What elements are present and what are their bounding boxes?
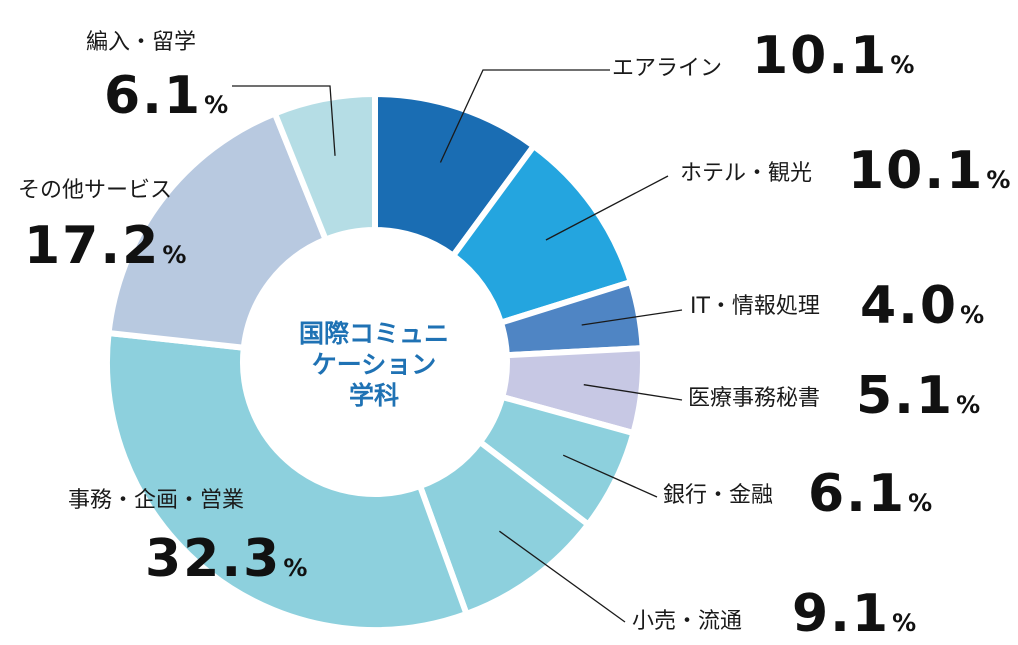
label-airline: エアライン bbox=[612, 56, 723, 81]
label-other-service: その他サービス bbox=[18, 178, 173, 203]
value-medical-unit: % bbox=[956, 391, 981, 419]
leader-line-transfer-study-abroad bbox=[232, 85, 336, 156]
chart-center-title: 国際コミュニ ケーション 学科 bbox=[269, 318, 479, 411]
label-hotel: ホテル・観光 bbox=[680, 161, 813, 186]
value-other-service-unit: % bbox=[162, 241, 187, 269]
value-bank-unit: % bbox=[908, 489, 933, 517]
label-retail: 小売・流通 bbox=[632, 609, 743, 634]
value-it-number: 4.0 bbox=[860, 276, 959, 336]
label-office: 事務・企画・営業 bbox=[68, 488, 245, 513]
value-hotel-number: 10.1 bbox=[848, 141, 985, 201]
value-retail: 9.1% bbox=[792, 588, 916, 640]
value-it-unit: % bbox=[960, 301, 985, 329]
value-transfer-study-abroad: 6.1% bbox=[104, 70, 228, 122]
value-office-number: 32.3 bbox=[145, 529, 282, 589]
label-it: IT・情報処理 bbox=[690, 294, 820, 319]
slice-office bbox=[104, 329, 471, 633]
value-airline: 10.1% bbox=[752, 30, 914, 82]
value-retail-number: 9.1 bbox=[792, 584, 891, 644]
leader-line-it bbox=[581, 309, 683, 326]
value-office-unit: % bbox=[283, 554, 308, 582]
value-hotel-unit: % bbox=[986, 166, 1011, 194]
slice-other-service bbox=[105, 109, 330, 352]
value-other-service: 17.2% bbox=[24, 220, 186, 272]
leader-line-medical bbox=[583, 384, 683, 401]
label-medical: 医療事務秘書 bbox=[688, 386, 821, 411]
value-hotel: 10.1% bbox=[848, 145, 1010, 197]
value-office: 32.3% bbox=[145, 533, 307, 585]
value-retail-unit: % bbox=[892, 609, 917, 637]
value-airline-unit: % bbox=[890, 51, 915, 79]
value-medical: 5.1% bbox=[856, 370, 980, 422]
center-title-line-2: ケーション bbox=[311, 350, 437, 379]
leader-line-hotel bbox=[545, 175, 669, 241]
value-bank-number: 6.1 bbox=[808, 464, 907, 524]
leader-line-bank bbox=[562, 454, 658, 498]
value-other-service-number: 17.2 bbox=[24, 216, 161, 276]
value-transfer-study-abroad-unit: % bbox=[204, 91, 229, 119]
leader-line-airline bbox=[439, 69, 610, 163]
slice-transfer-study-abroad bbox=[270, 90, 378, 244]
leader-line-retail bbox=[499, 530, 626, 623]
value-airline-number: 10.1 bbox=[752, 26, 889, 86]
value-transfer-study-abroad-number: 6.1 bbox=[104, 66, 203, 126]
center-title-line-3: 学科 bbox=[348, 381, 399, 410]
center-title-line-1: 国際コミュニ bbox=[298, 319, 449, 348]
value-medical-number: 5.1 bbox=[856, 366, 955, 426]
label-transfer-study-abroad: 編入・留学 bbox=[86, 30, 197, 55]
value-it: 4.0% bbox=[860, 280, 984, 332]
label-bank: 銀行・金融 bbox=[663, 483, 774, 508]
value-bank: 6.1% bbox=[808, 468, 932, 520]
